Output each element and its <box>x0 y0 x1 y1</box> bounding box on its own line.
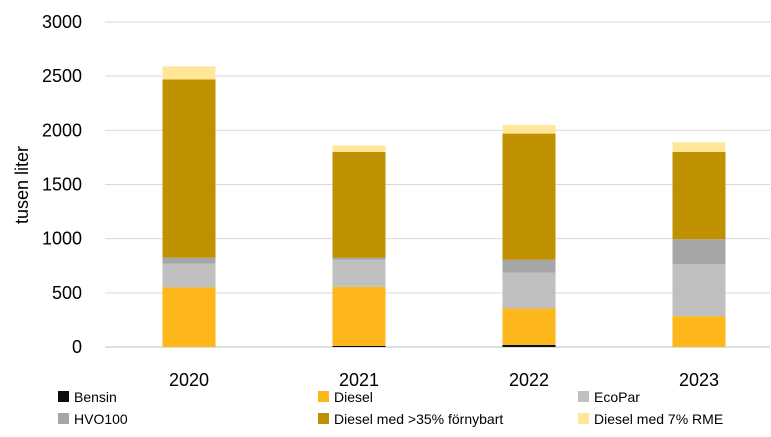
bar-segment <box>502 308 556 345</box>
y-tick-label: 1500 <box>42 175 82 195</box>
legend-label: Diesel med 7% RME <box>594 411 723 427</box>
bar-segment <box>502 272 556 309</box>
bars <box>162 66 726 347</box>
bar-segment <box>162 66 216 80</box>
y-tick-label: 2500 <box>42 66 82 86</box>
bar-segment <box>332 345 386 347</box>
y-axis-ticks: 0 500 1000 1500 2000 2500 3000 <box>42 12 82 357</box>
legend-swatch <box>58 391 69 402</box>
bar-segment <box>332 145 386 152</box>
legend-item: Diesel <box>318 389 373 405</box>
legend-label: Bensin <box>74 389 117 405</box>
legend-swatch <box>318 413 329 424</box>
bar-segment <box>502 133 556 260</box>
legend-label: HVO100 <box>74 411 128 427</box>
bar-segment <box>332 286 386 346</box>
bar-segment <box>502 344 556 347</box>
y-tick-label: 0 <box>72 337 82 357</box>
y-tick-label: 500 <box>52 283 82 303</box>
legend-label: Diesel <box>334 389 373 405</box>
legend-swatch <box>58 413 69 424</box>
x-axis-ticks: 2020 2021 2022 2023 <box>169 370 719 390</box>
bar-segment <box>162 263 216 288</box>
bar-segment <box>672 264 726 317</box>
legend-item: Diesel med >35% förnybart <box>318 411 503 427</box>
x-tick-label: 2022 <box>509 370 549 390</box>
x-tick-label: 2021 <box>339 370 379 390</box>
bar-segment <box>502 124 556 134</box>
bar-segment <box>332 257 386 260</box>
bar-segment <box>502 259 556 273</box>
y-tick-label: 3000 <box>42 12 82 32</box>
bar-segment <box>672 316 726 347</box>
gridlines <box>105 21 770 348</box>
legend-swatch <box>318 391 329 402</box>
legend-label: EcoPar <box>594 389 640 405</box>
legend-item: Bensin <box>58 389 117 405</box>
x-tick-label: 2020 <box>169 370 209 390</box>
legend-item: EcoPar <box>578 389 640 405</box>
y-tick-label: 2000 <box>42 120 82 140</box>
bar-segment <box>332 152 386 258</box>
legend-item: Diesel med 7% RME <box>578 411 723 427</box>
y-axis-label: tusen liter <box>12 146 32 224</box>
bar-segment <box>672 152 726 240</box>
bar-segment <box>162 287 216 347</box>
bar-segment <box>672 142 726 152</box>
bar-segment <box>672 239 726 265</box>
y-tick-label: 1000 <box>42 229 82 249</box>
legend-item: HVO100 <box>58 411 128 427</box>
legend-swatch <box>578 413 589 424</box>
bar-segment <box>162 79 216 258</box>
legend: Bensin Diesel EcoPar HVO100 Diesel med >35% … <box>58 389 723 427</box>
legend-label: Diesel med >35% förnybart <box>334 411 503 427</box>
bar-segment <box>162 257 216 264</box>
bar-segment <box>332 259 386 287</box>
legend-swatch <box>578 391 589 402</box>
x-tick-label: 2023 <box>679 370 719 390</box>
